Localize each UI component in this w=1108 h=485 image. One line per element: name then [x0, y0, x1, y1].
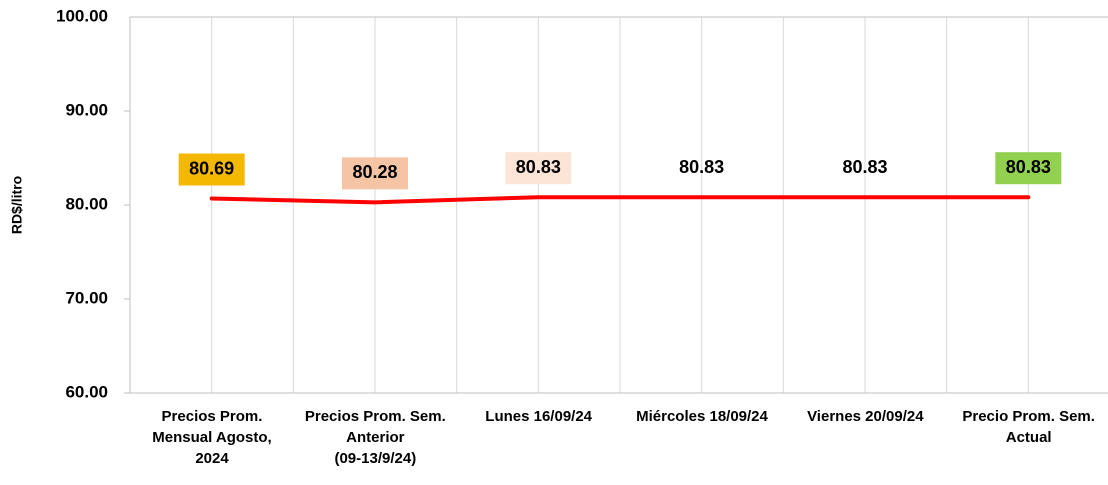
y-tick-label: 70.00 — [65, 288, 108, 307]
data-label-box — [995, 152, 1062, 185]
y-tick-label: 60.00 — [65, 382, 108, 401]
data-label: 80.83 — [842, 157, 887, 177]
data-label: 80.83 — [516, 157, 561, 177]
x-tick-label: Miércoles 18/09/24 — [636, 408, 768, 425]
data-label: 80.83 — [679, 157, 724, 177]
data-label-box — [342, 157, 408, 190]
y-tick-label: 100.00 — [56, 6, 108, 25]
data-label: 80.69 — [189, 158, 234, 178]
x-tick-label: Lunes 16/09/24 — [485, 408, 593, 425]
line — [209, 195, 1031, 205]
x-tick-label: Viernes 20/09/24 — [807, 408, 924, 425]
data-label: 80.28 — [352, 162, 397, 182]
x-tick-label: Precios Prom. Mensual Agosto, 2024 — [152, 408, 272, 467]
data-label-box — [178, 153, 245, 186]
data-label-box — [505, 152, 572, 185]
y-tick-label: 80.00 — [65, 194, 108, 213]
y-axis-label: RD$/litro — [9, 176, 25, 234]
y-tick-label: 90.00 — [65, 100, 108, 119]
x-tick-label: Precios Prom. Sem. Anterior (09-13/9/24) — [304, 408, 446, 467]
data-label: 80.83 — [1006, 157, 1051, 177]
x-tick-label: Precio Prom. Sem. Actual — [962, 408, 1095, 446]
